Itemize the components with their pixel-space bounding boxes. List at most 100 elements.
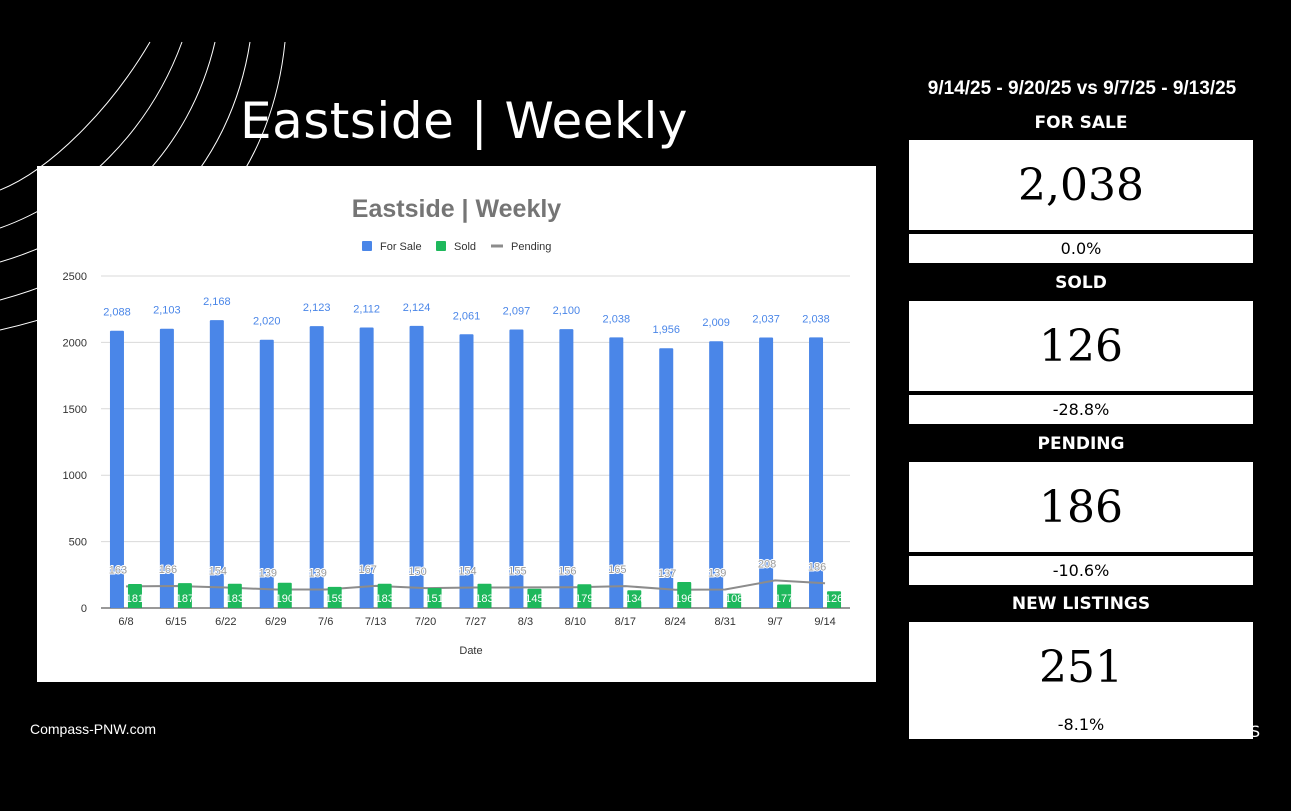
stat-label-new-listings: NEW LISTINGS [1011,594,1151,614]
y-tick-label: 1000 [63,470,87,482]
bar-for-sale [259,339,274,608]
x-tick-label: 6/22 [215,616,236,628]
data-label-pending: 139 [259,568,277,580]
bar-for-sale [309,326,324,608]
bar-sold [427,587,442,608]
bar-for-sale [459,334,474,608]
data-label-sold: 181 [126,593,144,605]
stat-change-new-listings: -8.1% [909,710,1253,739]
y-tick-label: 1500 [63,404,87,416]
data-label-pending: 167 [358,564,376,576]
data-label-sold: 196 [675,593,693,605]
data-label-for-sale: 2,097 [503,306,531,318]
data-label-sold: 108 [725,593,743,605]
stat-value-new-listings: 251 [909,622,1253,714]
stat-label-pending: PENDING [1037,434,1125,454]
bar-for-sale [209,320,224,608]
stat-change-sold: -28.8% [909,395,1253,424]
x-tick-label: 8/3 [518,616,533,628]
x-tick-label: 6/29 [265,616,286,628]
edge-glyph: S [1250,722,1261,741]
stat-value-for-sale: 2,038 [909,140,1253,232]
x-tick-label: 6/15 [165,616,186,628]
data-label-pending: 150 [408,566,426,578]
y-tick-label: 500 [69,537,87,549]
y-tick-label: 0 [81,603,87,615]
data-label-sold: 187 [176,593,194,605]
data-label-pending: 208 [758,558,776,570]
x-tick-label: 7/27 [465,616,486,628]
x-tick-label: 7/6 [318,616,333,628]
data-label-for-sale: 2,123 [303,302,331,314]
data-label-pending: 137 [658,568,676,580]
bar-for-sale [559,329,574,608]
data-label-sold: 145 [525,593,543,605]
x-tick-label: 8/24 [665,616,686,628]
chart-title: Eastside | Weekly [352,195,562,223]
combo-chart: Eastside | Weekly For Sale Sold Pending 0 500… [63,195,850,657]
x-tick-label: 9/14 [814,616,835,628]
data-label-for-sale: 2,037 [752,313,780,325]
data-label-sold: 183 [375,593,393,605]
footer-website: Compass-PNW.com [30,721,157,737]
data-label-for-sale: 2,038 [802,313,830,325]
data-label-for-sale: 2,061 [453,310,481,322]
bar-sold [627,590,642,608]
x-tick-label: 8/10 [565,616,586,628]
stat-change-pending: -10.6% [909,556,1253,585]
legend-label-sold: Sold [454,241,476,253]
data-label-sold: 177 [775,593,793,605]
stat-value-sold: 126 [909,301,1253,393]
data-label-for-sale: 2,124 [403,302,431,314]
x-tick-label: 6/8 [118,616,133,628]
date-range-comparison: 9/14/25 - 9/20/25 vs 9/7/25 - 9/13/25 [927,78,1237,99]
data-label-pending: 166 [159,564,177,576]
bar-for-sale [709,341,724,608]
data-label-sold: 159 [326,593,344,605]
bar-sold [827,591,842,608]
data-label-sold: 190 [276,593,294,605]
x-tick-label: 9/7 [767,616,782,628]
data-label-sold: 134 [625,593,643,605]
y-tick-label: 2000 [63,337,87,349]
chart-card: Eastside | Weekly For Sale Sold Pending 0 500… [37,166,876,682]
bar-sold [727,593,742,608]
data-label-for-sale: 2,112 [353,304,380,316]
data-label-pending: 186 [808,561,826,573]
x-tick-label: 8/17 [615,616,636,628]
bar-sold [777,584,792,608]
data-label-for-sale: 2,020 [253,316,281,328]
data-label-for-sale: 2,009 [702,317,730,329]
stat-label-sold: SOLD [1055,273,1107,293]
legend-swatch-for-sale [362,241,372,251]
bar-for-sale [809,337,824,608]
bar-sold [377,583,392,608]
x-axis-label: Date [459,645,482,657]
bar-for-sale [659,348,674,608]
data-label-pending: 155 [508,565,526,577]
data-label-pending: 139 [708,568,726,580]
data-label-for-sale: 2,168 [203,296,231,308]
x-tick-label: 7/13 [365,616,386,628]
data-label-sold: 151 [425,593,443,605]
data-label-sold: 183 [475,593,493,605]
data-label-for-sale: 2,103 [153,305,181,317]
bar-sold [477,583,492,608]
bar-sold [577,584,592,608]
data-label-for-sale: 2,088 [103,307,131,319]
data-label-pending: 154 [458,566,476,578]
legend-label-for-sale: For Sale [380,241,422,253]
bar-for-sale [109,330,124,608]
bar-sold [177,583,192,608]
bar-for-sale [159,328,174,608]
bar-sold [527,588,542,608]
data-label-pending: 165 [608,564,626,576]
line-pending [125,579,826,591]
stat-change-for-sale: 0.0% [909,234,1253,263]
x-tick-label: 8/31 [714,616,735,628]
data-label-sold: 179 [575,593,593,605]
bar-sold [677,581,692,608]
data-label-pending: 154 [209,566,227,578]
bar-for-sale [359,327,374,608]
data-label-pending: 139 [309,568,327,580]
